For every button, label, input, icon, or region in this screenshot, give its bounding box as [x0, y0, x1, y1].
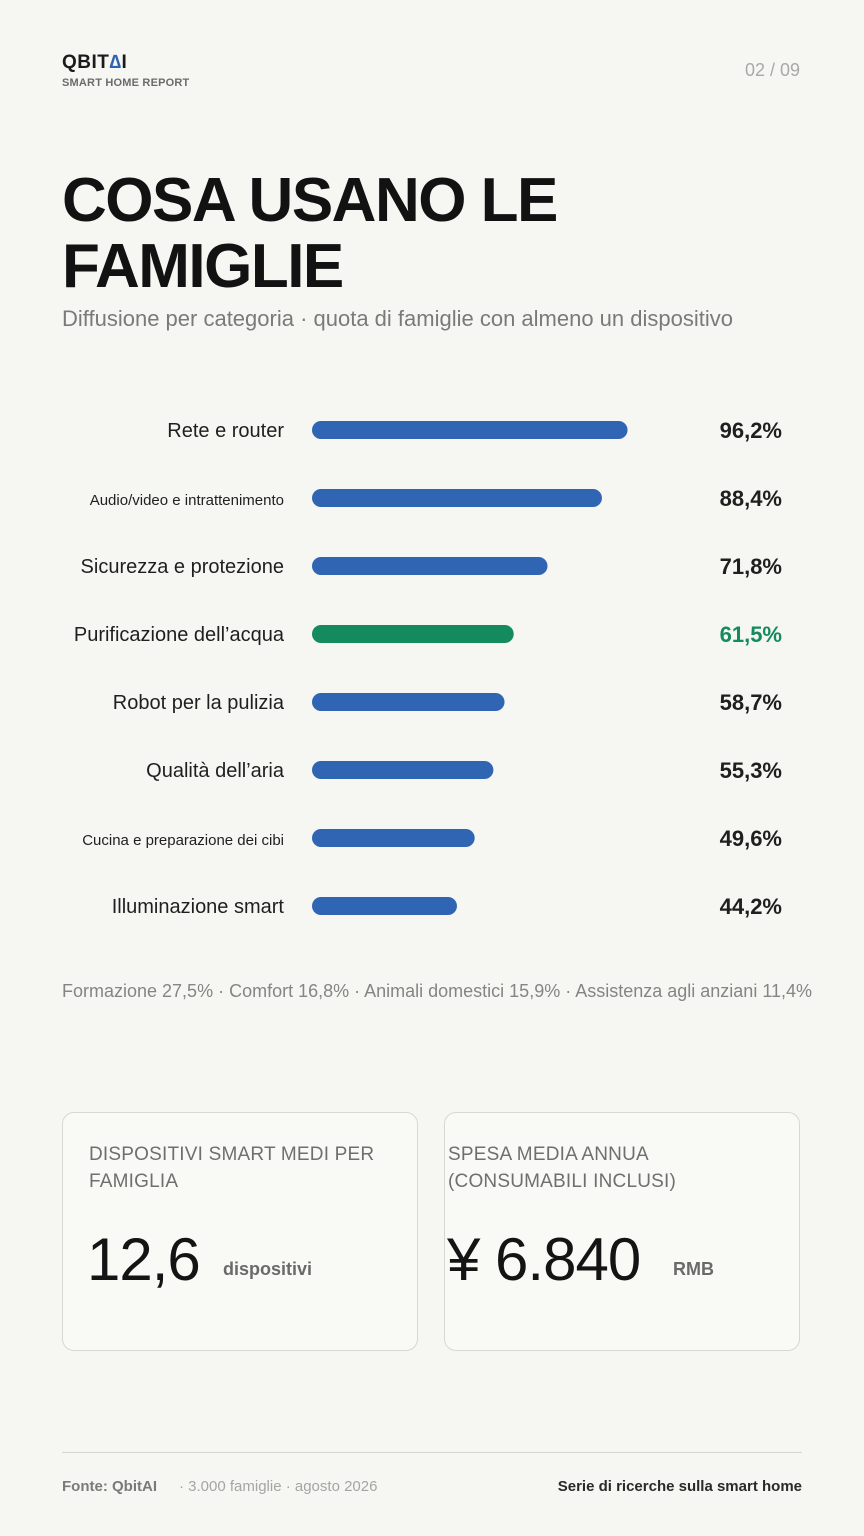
stat-card-value: ¥ 6.840 [447, 1226, 641, 1293]
bar [312, 557, 548, 575]
bar [312, 693, 505, 711]
bar [312, 897, 457, 915]
bar-chart: Rete e router 96,2% Audio/video e intratte… [74, 418, 782, 919]
stat-card-unit: RMB [673, 1259, 714, 1279]
value-label: 49,6% [720, 826, 782, 851]
value-label: 61,5% [720, 622, 782, 647]
brand-subtitle: SMART HOME REPORT [62, 77, 190, 89]
bar [312, 625, 514, 643]
value-label: 88,4% [720, 486, 782, 511]
category-label: Purificazione dell’acqua [74, 624, 285, 646]
stat-card-devices: Dispositivi smart medi per famiglia 12,6… [62, 1112, 418, 1351]
bar [312, 421, 628, 439]
category-label: Qualità dell’aria [146, 760, 285, 782]
stat-card-label: Spesa media annua (consumabili inclusi) [448, 1144, 677, 1192]
bar [312, 489, 602, 507]
footer-series: Serie di ricerche sulla smart home [557, 1478, 802, 1495]
value-label: 58,7% [720, 690, 782, 715]
footer-source: Fonte: QbitAI · 3.000 famiglie · agosto 2… [62, 1478, 377, 1495]
category-label: Cucina e preparazione dei cibi [82, 832, 284, 849]
stat-card-value: 12,6 [87, 1226, 201, 1293]
category-label: Illuminazione smart [112, 896, 285, 918]
footer-divider [62, 1452, 802, 1453]
stat-card-spending: Spesa media annua (consumabili inclusi) … [444, 1112, 800, 1351]
category-label: Rete e router [167, 420, 284, 442]
value-label: 44,2% [720, 894, 782, 919]
category-label: Robot per la pulizia [113, 692, 285, 714]
value-label: 55,3% [720, 758, 782, 783]
brand-logo: QBIT∆I [62, 52, 128, 73]
category-label: Audio/video e intrattenimento [90, 492, 284, 509]
category-label: Sicurezza e protezione [81, 556, 284, 578]
footer-meta: · 3.000 famiglie · agosto 2026 [178, 1478, 378, 1495]
bar [312, 761, 494, 779]
brand: QBIT∆I SMART HOME REPORT [62, 52, 189, 89]
stat-card-label: Dispositivi smart medi per famiglia [89, 1144, 375, 1192]
page-subtitle: Diffusione per categoria · quota di fami… [62, 306, 733, 331]
bar [312, 829, 475, 847]
value-label: 71,8% [720, 554, 782, 579]
page-indicator: 02 / 09 [744, 60, 800, 80]
stat-card-unit: dispositivi [223, 1259, 313, 1279]
value-label: 96,2% [720, 418, 782, 443]
other-categories-note: Formazione 27,5% · Comfort 16,8% · Anima… [62, 981, 813, 1001]
footer-source-label: Fonte: QbitAI [62, 1478, 157, 1495]
page-title: COSA USANO LE FAMIGLIE [62, 166, 558, 301]
